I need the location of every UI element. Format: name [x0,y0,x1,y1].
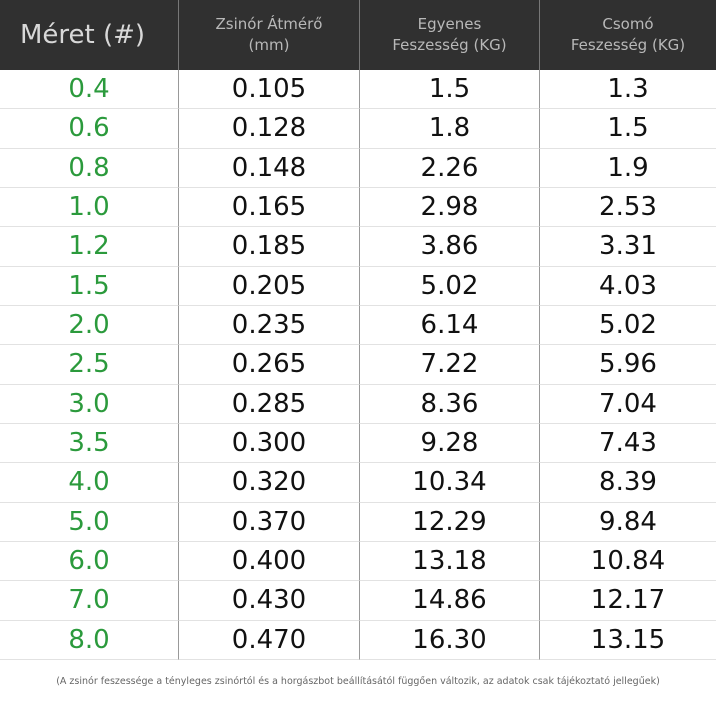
table-cell: 8.0 [0,620,179,660]
table-cell: 1.2 [0,227,179,267]
table-cell: 7.04 [540,385,716,424]
table-cell: 3.86 [360,227,540,267]
table-cell: 0.6 [0,109,179,149]
table-cell: 10.34 [360,463,540,503]
table-cell: 10.84 [540,542,716,582]
table-cell: 0.320 [179,463,360,503]
footnote: (A zsinór feszessége a tényleges zsinórt… [56,676,660,687]
table-cell: 0.430 [179,581,360,621]
table-cell: 0.105 [179,70,360,110]
table-cell: 1.5 [540,109,716,149]
table-cell: 12.29 [360,502,540,542]
table-cell: 0.285 [179,384,360,424]
table-cell: 7.0 [0,581,179,621]
table-cell: 0.128 [179,109,360,149]
table-cell: 5.96 [540,345,716,385]
table-cell: 8.36 [360,384,540,424]
table-cell: 6.14 [360,306,540,346]
table-cell: 0.185 [179,227,360,267]
table-cell: 13.15 [540,621,716,660]
table-cell: 3.31 [540,227,716,267]
table-cell: 1.8 [360,109,540,149]
table-cell: 4.0 [0,463,179,503]
table-cell: 7.22 [360,345,540,385]
header-text: Zsinór Átmérő [215,15,323,33]
table-cell: 2.5 [0,345,179,385]
table-cell: 0.8 [0,148,179,188]
table-cell: 3.5 [0,424,179,464]
header-cell: Méret (#) [0,0,179,70]
table-cell: 0.265 [179,345,360,385]
table-cell: 5.02 [360,266,540,306]
table-cell: 0.400 [179,542,360,582]
table-cell: 0.4 [0,70,179,110]
table-cell: 1.5 [360,70,540,110]
table-cell: 14.86 [360,581,540,621]
table-cell: 2.53 [540,188,716,228]
header-text: Feszesség (KG) [392,36,507,54]
table-cell: 0.470 [179,620,360,660]
table-cell: 9.84 [540,503,716,542]
table-cell: 2.26 [360,148,540,188]
table-cell: 1.0 [0,188,179,228]
table-cell: 4.03 [540,267,716,306]
table-cell: 1.3 [540,70,716,110]
table-cell: 6.0 [0,542,179,582]
table-cell: 16.30 [360,620,540,660]
table-cell: 7.43 [540,424,716,464]
table-cell: 1.5 [0,266,179,306]
table-cell: 8.39 [540,463,716,503]
table-cell: 12.17 [540,581,716,621]
table-cell: 0.370 [179,502,360,542]
header-text: (mm) [248,36,290,54]
table-cell: 0.300 [179,424,360,464]
table-cell: 0.235 [179,306,360,346]
header-text: Méret (#) [20,19,146,50]
table-cell: 2.98 [360,188,540,228]
table-cell: 0.165 [179,188,360,228]
table-cell: 0.205 [179,266,360,306]
table-cell: 5.02 [540,306,716,346]
table-cell: 5.0 [0,502,179,542]
header-text: Csomó [602,15,654,33]
header-cell: Egyenes Feszesség (KG) [360,0,540,70]
table-cell: 1.9 [540,149,716,188]
table-cell: 13.18 [360,542,540,582]
header-cell: Zsinór Átmérő (mm) [179,0,360,70]
table-cell: 9.28 [360,424,540,464]
header-text: Egyenes [417,15,482,33]
table-cell: 2.0 [0,306,179,346]
table-cell: 3.0 [0,384,179,424]
table-cell: 0.148 [179,148,360,188]
header-text: Feszesség (KG) [570,36,686,54]
header-cell: Csomó Feszesség (KG) [540,0,716,70]
